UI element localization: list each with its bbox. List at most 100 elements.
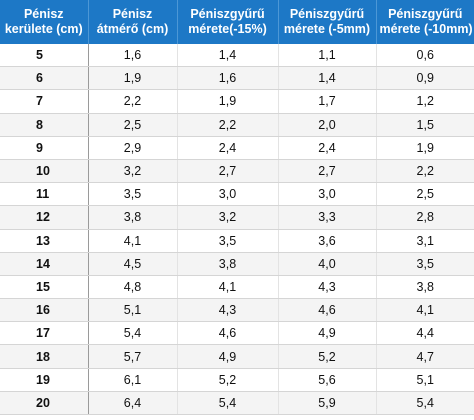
header-line: Péniszgyűrű <box>388 7 463 21</box>
table-row: 17 5,4 4,6 4,9 4,4 <box>0 321 474 346</box>
table-cell: 2,9 <box>88 136 178 160</box>
header-line: kerülete (cm) <box>4 22 83 36</box>
table-cell: 1,7 <box>278 89 377 114</box>
table-cell: 3,0 <box>177 182 279 207</box>
table-cell: 4,1 <box>88 229 178 253</box>
table-cell: 3,3 <box>278 205 377 230</box>
table-cell: 4,1 <box>376 298 474 323</box>
table-cell: 2,7 <box>177 159 279 184</box>
table-row: 5 1,6 1,4 1,1 0,6 <box>0 44 474 68</box>
table-cell: 20 <box>0 391 89 416</box>
table-cell: 9 <box>0 136 89 160</box>
table-cell: 1,6 <box>177 66 279 91</box>
table-cell: 2,2 <box>88 89 178 114</box>
table-row: 11 3,5 3,0 3,0 2,5 <box>0 182 474 207</box>
table-cell: 1,6 <box>88 44 178 68</box>
table-cell: 3,2 <box>88 159 178 184</box>
table-cell: 13 <box>0 229 89 253</box>
table-cell: 4,6 <box>177 321 279 346</box>
table-row: 20 6,4 5,4 5,9 5,4 <box>0 391 474 416</box>
table-cell: 1,4 <box>177 44 279 68</box>
table-cell: 2,4 <box>177 136 279 160</box>
table-header: Pénisz kerülete (cm) Pénisz átmérő (cm) … <box>0 0 474 44</box>
table-cell: 4,4 <box>376 321 474 346</box>
table-cell: 5,6 <box>278 368 377 392</box>
header-line: Péniszgyűrű <box>289 7 365 21</box>
table-cell: 1,9 <box>88 66 178 91</box>
table-cell: 4,9 <box>278 321 377 346</box>
table-row: 13 4,1 3,5 3,6 3,1 <box>0 229 474 253</box>
header-circumference: Pénisz kerülete (cm) <box>0 0 89 44</box>
table-cell: 4,1 <box>177 275 279 300</box>
table-cell: 11 <box>0 182 89 207</box>
header-line: mérete(-15%) <box>188 22 267 36</box>
table-cell: 5,1 <box>376 368 474 392</box>
table-cell: 4,8 <box>88 275 178 300</box>
table-cell: 3,8 <box>376 275 474 300</box>
table-cell: 5,9 <box>278 391 377 416</box>
table-cell: 19 <box>0 368 89 392</box>
header-line: Pénisz <box>112 7 153 21</box>
table-cell: 2,5 <box>376 182 474 207</box>
table-cell: 5,4 <box>88 321 178 346</box>
table-cell: 2,5 <box>88 113 178 137</box>
table-cell: 3,2 <box>177 205 279 230</box>
table-cell: 1,4 <box>278 66 377 91</box>
table-cell: 3,8 <box>88 205 178 230</box>
table-cell: 17 <box>0 321 89 346</box>
header-ring-5mm: Péniszgyűrű mérete (-5mm) <box>278 0 377 44</box>
table-cell: 4,0 <box>278 252 377 276</box>
table-row: 8 2,5 2,2 2,0 1,5 <box>0 113 474 137</box>
table-cell: 5,4 <box>376 391 474 416</box>
table-cell: 2,2 <box>376 159 474 184</box>
table-cell: 1,1 <box>278 44 377 68</box>
table-cell: 6,1 <box>88 368 178 392</box>
table-cell: 5,4 <box>177 391 279 416</box>
header-row: Pénisz kerülete (cm) Pénisz átmérő (cm) … <box>0 0 474 44</box>
table-cell: 12 <box>0 205 89 230</box>
table-cell: 2,7 <box>278 159 377 184</box>
table-cell: 6,4 <box>88 391 178 416</box>
table-cell: 3,5 <box>177 229 279 253</box>
header-ring-15pct: Péniszgyűrű mérete(-15%) <box>177 0 279 44</box>
table-cell: 2,0 <box>278 113 377 137</box>
header-line: Péniszgyűrű <box>190 7 265 21</box>
table-cell: 3,1 <box>376 229 474 253</box>
table-cell: 5,7 <box>88 344 178 369</box>
table-cell: 1,9 <box>177 89 279 114</box>
table-row: 15 4,8 4,1 4,3 3,8 <box>0 275 474 300</box>
table-cell: 3,0 <box>278 182 377 207</box>
table-cell: 0,6 <box>376 44 474 68</box>
header-line: mérete (-5mm) <box>283 22 371 36</box>
table-cell: 5,2 <box>177 368 279 392</box>
table-cell: 18 <box>0 344 89 369</box>
table-row: 6 1,9 1,6 1,4 0,9 <box>0 66 474 91</box>
table-cell: 7 <box>0 89 89 114</box>
table-cell: 16 <box>0 298 89 323</box>
header-line: mérete (-10mm) <box>379 22 473 36</box>
table-cell: 1,5 <box>376 113 474 137</box>
table-cell: 2,8 <box>376 205 474 230</box>
table-cell: 1,2 <box>376 89 474 114</box>
table-row: 18 5,7 4,9 5,2 4,7 <box>0 344 474 369</box>
table-row: 9 2,9 2,4 2,4 1,9 <box>0 136 474 160</box>
table-row: 14 4,5 3,8 4,0 3,5 <box>0 252 474 276</box>
table-cell: 4,5 <box>88 252 178 276</box>
table-cell: 3,6 <box>278 229 377 253</box>
table-cell: 2,4 <box>278 136 377 160</box>
table-cell: 10 <box>0 159 89 184</box>
table-cell: 5,1 <box>88 298 178 323</box>
header-line: Pénisz <box>23 7 64 21</box>
table-cell: 3,8 <box>177 252 279 276</box>
table-cell: 4,3 <box>177 298 279 323</box>
header-diameter: Pénisz átmérő (cm) <box>88 0 178 44</box>
table-cell: 15 <box>0 275 89 300</box>
table-row: 10 3,2 2,7 2,7 2,2 <box>0 159 474 184</box>
table-cell: 2,2 <box>177 113 279 137</box>
table-body: 5 1,6 1,4 1,1 0,6 6 1,9 1,6 1,4 0,9 7 2,2 1,9 1,7 1,2 8… <box>0 44 474 416</box>
table-row: 16 5,1 4,3 4,6 4,1 <box>0 298 474 323</box>
table-cell: 4,9 <box>177 344 279 369</box>
table-cell: 3,5 <box>88 182 178 207</box>
table-cell: 5 <box>0 44 89 68</box>
